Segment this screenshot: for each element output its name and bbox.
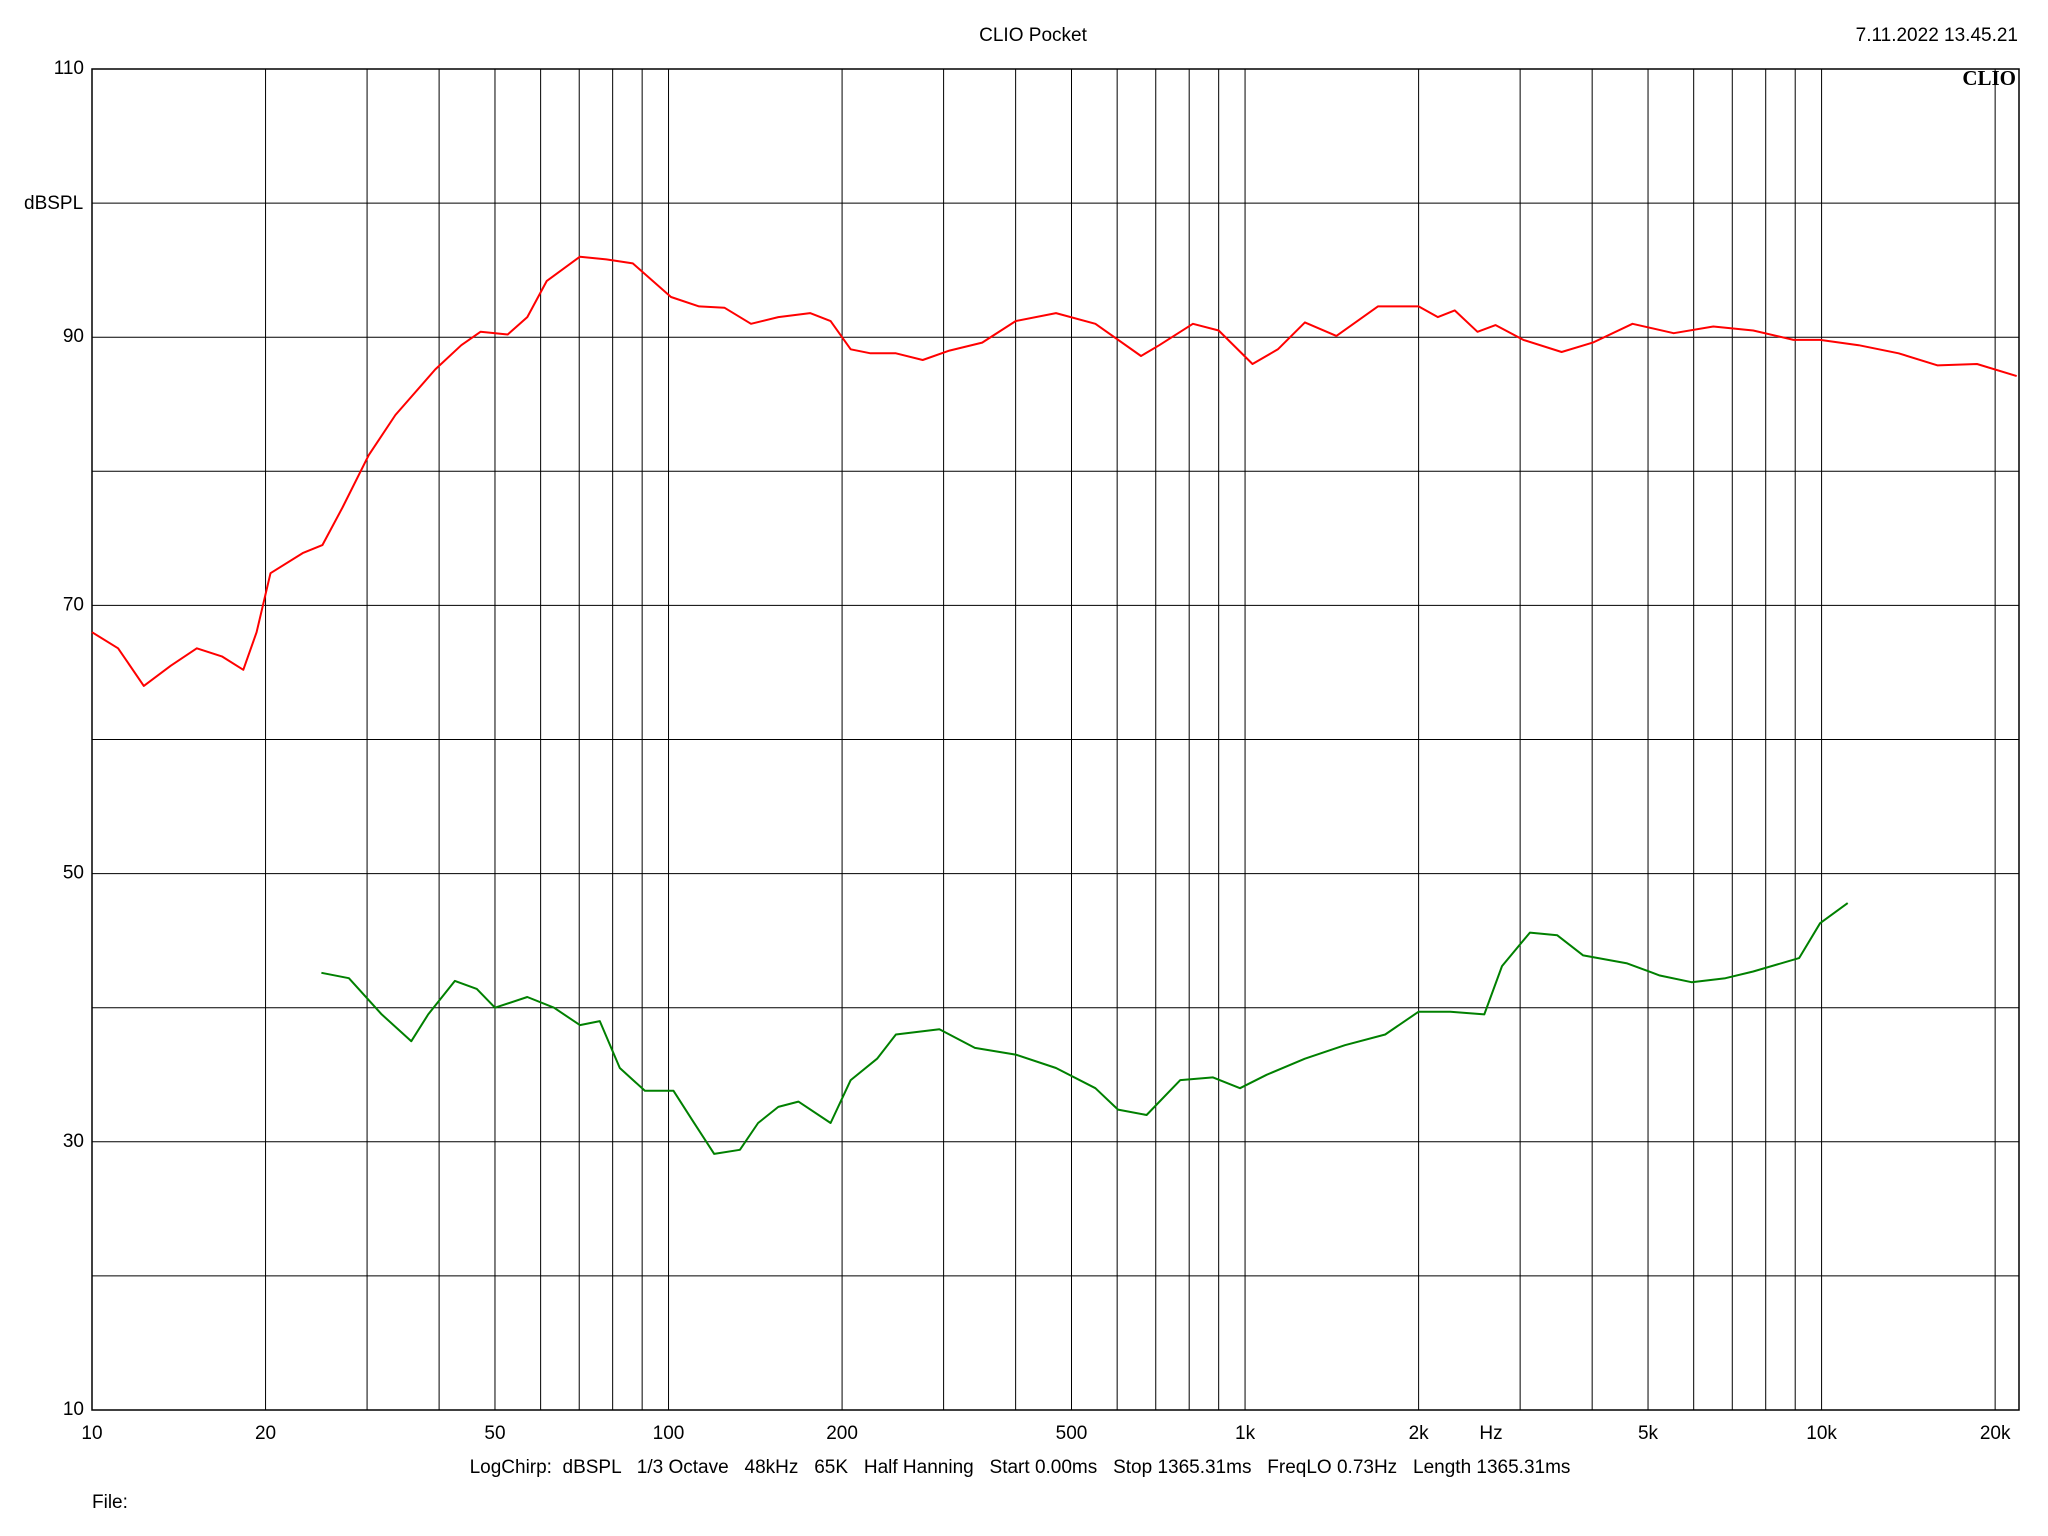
x-tick-label: 2k bbox=[1409, 1423, 1430, 1444]
x-tick-label: 1k bbox=[1235, 1423, 1256, 1444]
footer: LogChirp: dBSPL 1/3 Octave 48kHz 65K Hal… bbox=[470, 1457, 1571, 1478]
timestamp: 7.11.2022 13.45.21 bbox=[1856, 25, 2018, 46]
x-tick-label: 20k bbox=[1980, 1423, 2011, 1444]
logo: CLIO bbox=[1962, 66, 2016, 90]
y-axis-label: dBSPL bbox=[24, 193, 83, 214]
x-tick-label: 500 bbox=[1056, 1423, 1088, 1444]
y-tick-label: 110 bbox=[54, 58, 84, 79]
x-tick-label: 200 bbox=[826, 1423, 858, 1444]
series-line bbox=[91, 255, 2017, 687]
series-line bbox=[321, 902, 1849, 1155]
x-tick-label: 5k bbox=[1638, 1423, 1659, 1444]
y-tick-label: 50 bbox=[63, 863, 84, 884]
file-label: File: bbox=[92, 1492, 128, 1513]
x-tick-label: 100 bbox=[653, 1423, 685, 1444]
x-tick-label: 50 bbox=[484, 1423, 505, 1444]
y-tick-label: 90 bbox=[63, 326, 84, 347]
y-tick-label: 30 bbox=[63, 1131, 84, 1152]
y-tick-label: 10 bbox=[63, 1399, 84, 1420]
x-tick-label: 10k bbox=[1806, 1423, 1837, 1444]
x-tick-label: 20 bbox=[255, 1423, 276, 1444]
x-tick-label: 10 bbox=[81, 1423, 102, 1444]
y-tick-label: 70 bbox=[63, 594, 84, 615]
x-axis-label: Hz bbox=[1479, 1423, 1502, 1444]
chart-title: CLIO Pocket bbox=[979, 25, 1087, 46]
